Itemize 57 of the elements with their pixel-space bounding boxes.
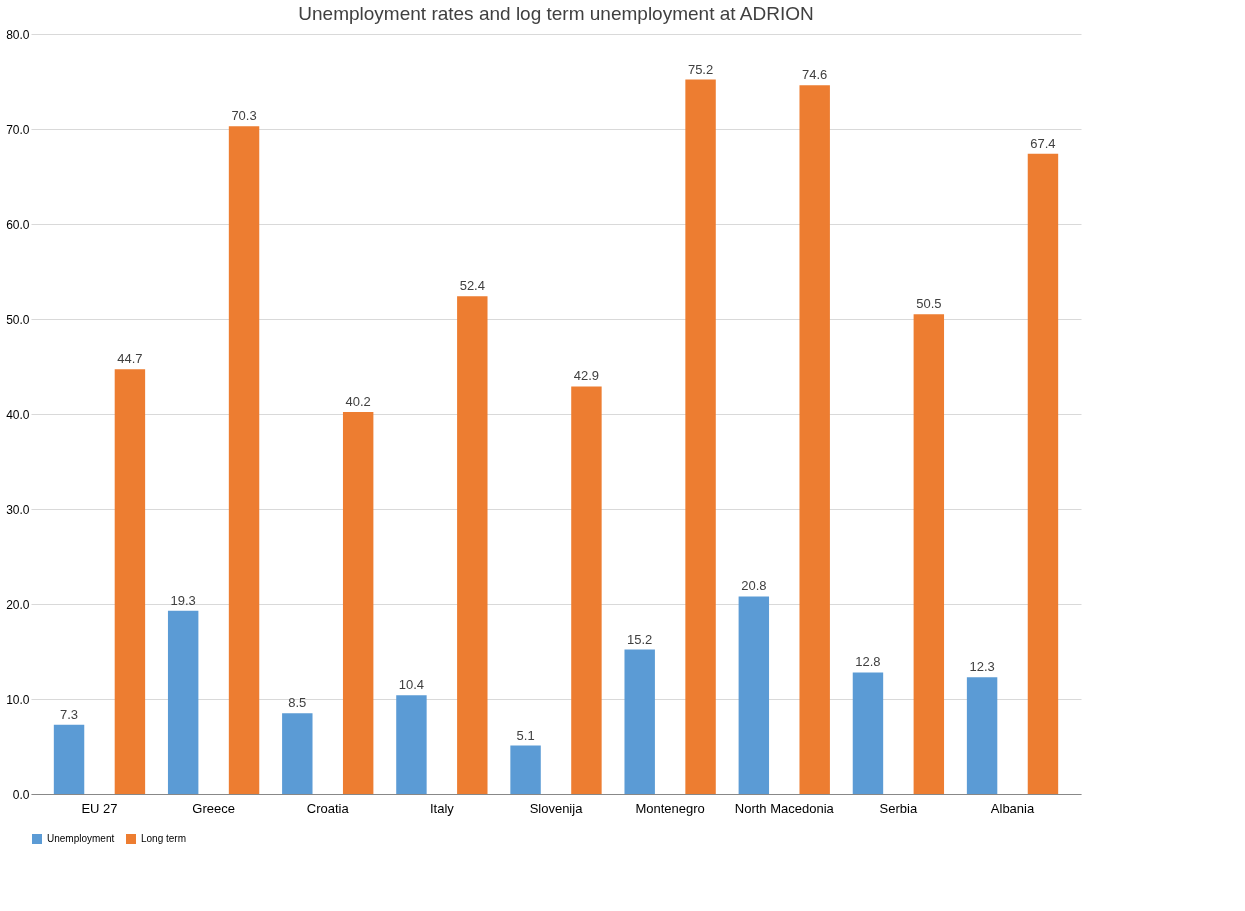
data-label: 52.4 [459,278,485,294]
legend-label: Long term [141,833,187,844]
bar [114,369,146,794]
data-label: 12.8 [855,654,881,670]
x-tick-label: Slovenija [529,800,584,816]
data-label: 5.1 [516,727,535,743]
bar [282,713,313,794]
x-tick-label: Albania [990,800,1035,816]
y-tick-label: 60.0 [6,217,30,232]
y-tick-label: 70.0 [6,122,30,137]
data-label: 20.8 [741,578,767,594]
y-tick-label: 50.0 [6,312,30,327]
x-tick-label: Montenegro [635,800,705,816]
bar [228,126,260,794]
bar [913,314,945,794]
data-label: 42.9 [573,368,600,384]
bar [624,649,655,794]
x-tick-label: Croatia [306,800,350,816]
x-tick-label: Serbia [879,800,918,816]
data-label: 15.2 [627,631,653,647]
y-tick-label: 40.0 [6,407,30,422]
bar [53,724,85,794]
y-tick-label: 80.0 [6,27,30,42]
x-tick-label: EU 27 [81,800,118,816]
bar [510,745,541,794]
data-label: 19.3 [170,592,196,608]
bar [966,677,998,794]
bar [852,672,884,794]
y-tick-label: 0.0 [12,787,30,802]
data-label: 74.6 [802,67,828,83]
data-label: 7.3 [60,706,79,722]
y-tick-label: 20.0 [6,597,30,612]
data-label: 10.4 [398,677,425,693]
data-label: 40.2 [345,394,371,410]
data-label: 70.3 [231,108,257,124]
bar [1027,153,1059,794]
data-label: 8.5 [288,695,307,711]
data-label: 75.2 [687,61,714,77]
bar [799,85,830,794]
bar [457,296,488,794]
legend-label: Unemployment [47,833,115,844]
y-tick-label: 10.0 [6,692,30,707]
chart-title: Unemployment rates and log term unemployment at ADRION [298,3,814,24]
bar [685,79,716,794]
data-label: 44.7 [117,351,143,367]
bar [167,610,199,794]
x-tick-label: Greece [192,800,235,816]
bar [571,386,602,794]
bar [738,596,770,794]
x-tick-label: North Macedonia [734,800,835,816]
data-label: 12.3 [969,659,995,675]
bar [396,695,427,794]
bar [342,412,374,794]
data-label: 67.4 [1030,135,1056,151]
x-tick-label: Italy [429,800,455,816]
data-label: 50.5 [916,296,942,312]
y-tick-label: 30.0 [6,502,30,517]
